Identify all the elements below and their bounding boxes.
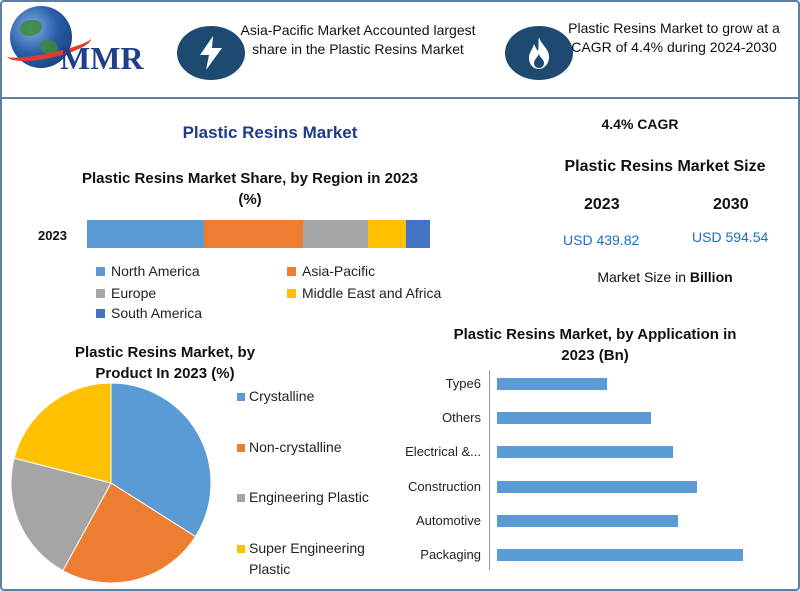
legend-swatch <box>237 545 245 553</box>
application-bar-label: Construction <box>408 478 481 494</box>
product-chart-title: Plastic Resins Market, by Product In 202… <box>74 344 256 382</box>
pie-slice-engineering-plastic <box>10 457 112 572</box>
application-bar <box>497 480 698 493</box>
legend-label: South America <box>111 305 203 321</box>
mmr-logo: MMR <box>4 6 160 76</box>
region-legend-item: South America <box>96 305 202 321</box>
region-segment-middle-east-and-africa <box>368 220 406 248</box>
product-legend-item: Non-crystalline <box>237 437 399 458</box>
year-2030: 2030 <box>713 196 749 213</box>
legend-swatch <box>287 266 296 276</box>
application-bar-label: Packaging <box>420 547 481 562</box>
product-legend-item: Crystalline <box>237 386 399 407</box>
value-2023: USD 439.82 <box>563 232 640 248</box>
legend-swatch <box>237 494 245 502</box>
unit-prefix: Market Size in <box>597 269 687 285</box>
product-legend-item: Super Engineering Plastic <box>237 538 389 580</box>
application-bar <box>497 378 607 390</box>
application-bar <box>497 446 673 459</box>
cagr-label: 4.4% CAGR <box>601 116 679 132</box>
legend-swatch <box>237 393 245 401</box>
region-legend-item: Asia-Pacific <box>287 263 375 279</box>
unit-note: Market Size in Billion <box>560 269 770 285</box>
product-pie-chart <box>10 382 212 584</box>
pie-slice-super-engineering-plastic <box>13 382 112 484</box>
header-divider <box>0 97 800 99</box>
region-segment-north-america <box>87 220 204 248</box>
product-legend-item: Engineering Plastic <box>237 487 399 508</box>
region-bar-year: 2023 <box>38 228 67 243</box>
application-bar-label: Others <box>441 410 481 426</box>
legend-swatch <box>287 288 296 298</box>
application-bar <box>497 514 678 527</box>
legend-swatch <box>237 444 245 452</box>
headline-right: Plastic Resins Market to grow at a CAGR … <box>568 20 780 55</box>
logo-text: MMR <box>60 40 144 76</box>
application-bar-label: Automotive <box>415 512 481 528</box>
legend-label: North America <box>111 263 200 279</box>
region-segment-south-america <box>405 220 430 248</box>
unit-value: Billion <box>689 269 733 285</box>
headline-left: Asia-Pacific Market Accounted largest sh… <box>240 22 476 57</box>
region-legend-item: Europe <box>96 285 156 301</box>
globe-icon <box>10 6 72 68</box>
legend-swatch <box>96 288 105 298</box>
legend-label: Europe <box>111 285 157 301</box>
flame-icon <box>505 26 573 80</box>
legend-label: Non-crystalline <box>249 439 342 455</box>
region-legend-item: North America <box>96 263 200 279</box>
legend-label: Engineering Plastic <box>249 489 369 505</box>
pie-slice-crystalline <box>110 382 212 538</box>
legend-swatch <box>96 266 105 276</box>
application-bar <box>497 549 744 561</box>
legend-label: Middle East and Africa <box>302 285 442 301</box>
region-stacked-bar <box>87 220 430 248</box>
value-2030: USD 594.54 <box>692 229 769 245</box>
legend-label: Super Engineering Plastic <box>249 540 365 577</box>
lightning-icon <box>177 26 245 80</box>
legend-swatch <box>96 308 105 318</box>
year-2023: 2023 <box>584 196 620 213</box>
market-size-title: Plastic Resins Market Size <box>564 158 766 175</box>
application-chart-title: Plastic Resins Market, by Application in… <box>453 326 737 364</box>
region-legend-item: Middle East and Africa <box>287 285 441 301</box>
legend-label: Asia-Pacific <box>302 263 376 279</box>
legend-label: Crystalline <box>249 388 315 404</box>
region-segment-asia-pacific <box>203 220 304 248</box>
page-title: Plastic Resins Market <box>182 123 358 142</box>
pie-slice-non-crystalline <box>62 482 197 584</box>
application-bar-label: Electrical &... <box>405 444 481 460</box>
region-segment-europe <box>303 220 369 248</box>
region-chart-title: Plastic Resins Market Share, by Region i… <box>82 170 418 208</box>
application-bar <box>497 412 651 425</box>
application-axis <box>489 370 490 570</box>
header: MMR Asia-Pacific Market Accounted larges… <box>0 0 800 100</box>
application-bar-label: Type6 <box>445 376 481 391</box>
